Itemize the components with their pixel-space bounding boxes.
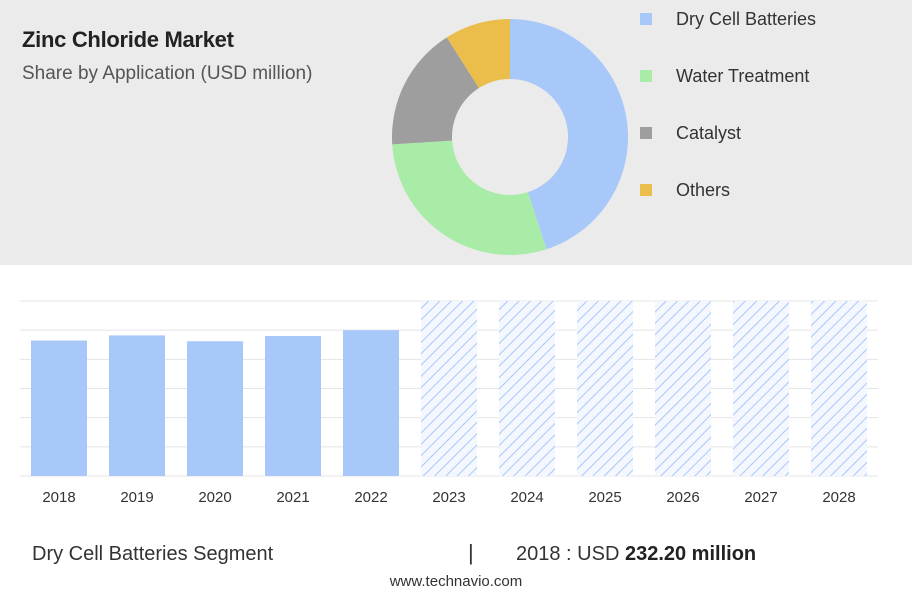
legend-swatch-catalyst [640, 127, 652, 139]
chart-subtitle: Share by Application (USD million) [22, 63, 313, 84]
legend-swatch-dry-cell [640, 13, 652, 25]
bar-2018 [31, 340, 87, 476]
forecast-bar-2028 [811, 301, 867, 476]
x-tick-2020: 2020 [198, 489, 231, 506]
donut-slice-catalyst [392, 37, 479, 145]
forecast-bar-2026 [655, 301, 711, 476]
x-tick-2023: 2023 [432, 489, 465, 506]
legend-swatch-water-treatment [640, 70, 652, 82]
x-tick-2022: 2022 [354, 489, 387, 506]
legend-label-dry-cell: Dry Cell Batteries [676, 9, 817, 29]
x-tick-2025: 2025 [588, 489, 621, 506]
chart-title: Zinc Chloride Market [22, 27, 234, 52]
bar-2021 [265, 336, 321, 476]
legend-label-others: Others [676, 180, 731, 200]
segment-label: Dry Cell Batteries Segment [32, 543, 274, 565]
legend-label-water-treatment: Water Treatment [676, 66, 810, 86]
forecast-bar-2027 [733, 301, 789, 476]
bar-2022 [343, 330, 399, 476]
donut-slice-others [446, 19, 510, 89]
forecast-bar-2025 [577, 301, 633, 476]
segment-value-amount: 232.20 million [624, 543, 757, 565]
segment-value: 2018 : USD 232.20 million [516, 543, 756, 566]
legend-swatch-others [640, 184, 652, 196]
bar-2019 [109, 335, 165, 476]
forecast-bar-2023 [421, 301, 477, 476]
donut-chart [392, 19, 628, 255]
x-tick-2027: 2027 [744, 489, 777, 506]
x-tick-2018: 2018 [42, 489, 75, 506]
x-tick-2028: 2028 [822, 489, 855, 506]
forecast-bar-2024 [499, 301, 555, 476]
footer-separator: | [468, 540, 474, 565]
donut-slice-water-treatment [392, 140, 547, 255]
source-url: www.technavio.com [389, 573, 523, 590]
legend-label-catalyst: Catalyst [676, 123, 742, 143]
x-tick-2026: 2026 [666, 489, 699, 506]
donut-slice-dry-cell [510, 19, 628, 250]
x-tick-2024: 2024 [510, 489, 543, 506]
x-tick-2021: 2021 [276, 489, 309, 506]
x-tick-2019: 2019 [120, 489, 153, 506]
bar-chart: 2018 2019 2020 2021 2022 2023 2024 2025 2026 2027… [20, 300, 878, 506]
segment-value-prefix: 2018 : USD [516, 543, 620, 565]
top-panel: Zinc Chloride Market Share by Applicatio… [0, 0, 912, 265]
bar-2020 [187, 341, 243, 476]
